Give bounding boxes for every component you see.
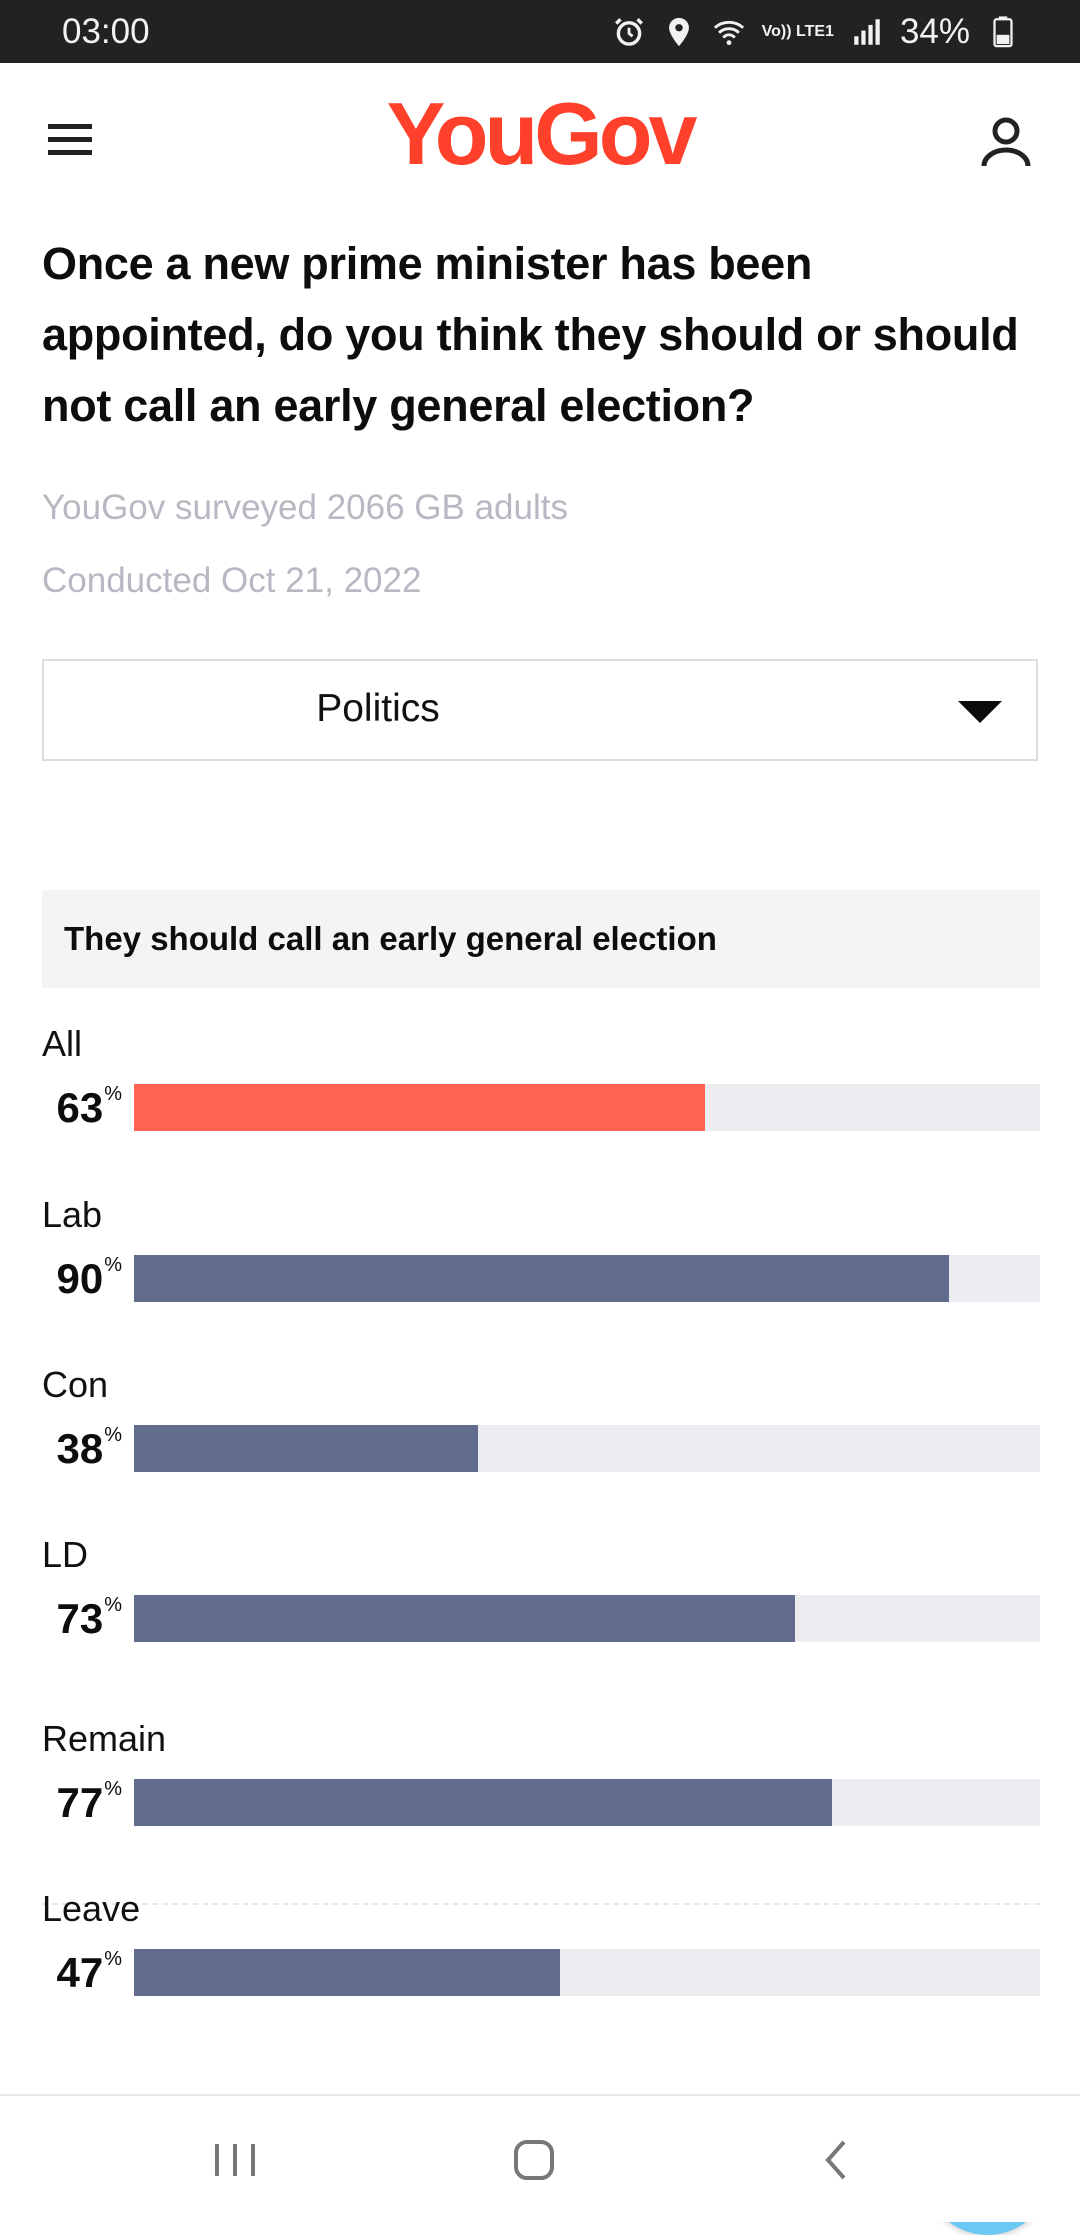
percent-value: 77 [56,1779,104,1826]
result-row: All 63% [42,1023,1040,1163]
battery-icon [986,15,1020,49]
row-percent: 73% [42,1594,122,1643]
row-percent: 77% [42,1778,122,1827]
status-time: 03:00 [62,11,150,51]
percent-unit: % [104,1424,122,1446]
bar-fill [134,1425,479,1472]
breakdown-select-value: Politics [316,687,440,730]
percent-value: 47 [56,1949,104,1996]
bar-fill [134,1084,705,1131]
percent-unit: % [104,1778,122,1800]
result-row: Con 38% [42,1364,1040,1504]
row-label: Remain [42,1718,167,1759]
result-row: LD 73% [42,1534,1040,1674]
alarm-icon [612,15,646,49]
app-header: YouGov [0,63,1080,213]
answer-heading: They should call an early general electi… [42,890,1040,988]
recent-apps-icon[interactable] [205,2132,265,2188]
bar-fill [134,1949,560,1996]
row-percent: 63% [42,1083,122,1132]
survey-content: Once a new prime minister has been appoi… [42,213,1051,2235]
back-icon[interactable] [808,2132,868,2188]
percent-unit: % [104,1948,122,1970]
row-percent: 38% [42,1424,122,1473]
breakdown-select[interactable]: Politics [42,659,1038,761]
wifi-icon [712,15,746,49]
group-divider [42,1903,1040,1905]
bar-track [134,1595,1040,1642]
bar-fill [134,1779,832,1826]
chevron-down-icon [958,701,1002,723]
result-row: Remain 77% [42,1718,1040,1858]
bar-track [134,1779,1040,1826]
bar-fill [134,1595,796,1642]
percent-value: 63 [56,1084,104,1131]
percent-unit: % [104,1594,122,1616]
bar-track [134,1425,1040,1472]
percent-unit: % [104,1083,122,1105]
bar-fill [134,1255,950,1302]
signal-icon [850,15,884,49]
row-percent: 90% [42,1254,122,1303]
volte-indicator: Vo)) LTE1 [761,23,834,40]
row-label: Lab [42,1194,103,1235]
battery-percent: 34% [899,11,970,51]
survey-sample-info: YouGov surveyed 2066 GB adults [42,488,568,527]
bar-track [134,1255,1040,1302]
answer-label: They should call an early general electi… [64,920,717,957]
survey-date: Conducted Oct 21, 2022 [42,561,422,600]
row-percent: 47% [42,1948,122,1997]
percent-value: 73 [56,1595,104,1642]
location-icon [662,15,696,49]
status-icons: Vo)) LTE1 34% [612,12,1020,52]
row-label: All [42,1023,83,1064]
yougov-logo[interactable]: YouGov [386,84,698,183]
result-row: Leave 47% [42,1888,1040,2028]
row-label: Con [42,1364,109,1405]
bar-track [134,1949,1040,1996]
percent-value: 90 [56,1255,104,1302]
system-nav-bar [0,2094,1080,2222]
result-row: Lab 90% [42,1194,1040,1334]
row-label: Leave [42,1888,141,1929]
user-account-icon[interactable] [976,111,1036,171]
home-icon[interactable] [504,2132,564,2188]
status-bar: 03:00 Vo)) LTE1 34% [0,0,1080,63]
hamburger-menu-icon[interactable] [44,115,100,165]
percent-value: 38 [56,1425,104,1472]
survey-question: Once a new prime minister has been appoi… [42,238,1019,431]
percent-unit: % [104,1254,122,1276]
bar-track [134,1084,1040,1131]
row-label: LD [42,1534,89,1575]
